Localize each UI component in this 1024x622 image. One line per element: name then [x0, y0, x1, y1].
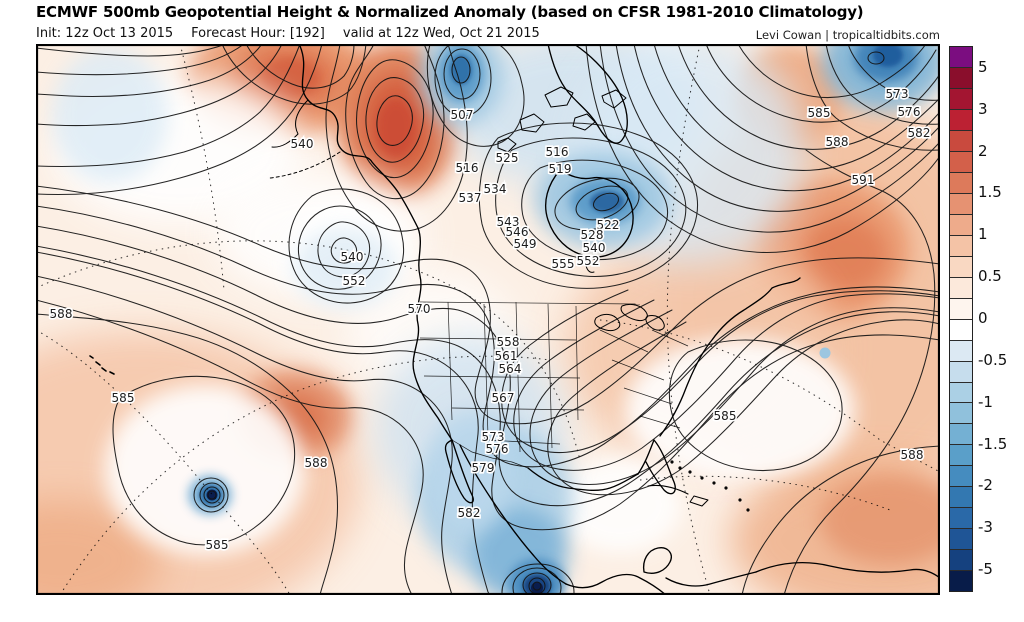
colorbar-cell	[950, 108, 972, 130]
colorbar-tick: -1	[978, 392, 993, 411]
valid-time: valid at 12z Wed, Oct 21 2015	[342, 26, 540, 41]
anomaly-colorbar	[949, 46, 973, 592]
height-contours	[36, 44, 940, 595]
colorbar-cell	[950, 213, 972, 235]
colorbar-tick: 2	[978, 141, 988, 160]
colorbar-cell	[950, 150, 972, 172]
contour-label: 573	[482, 430, 505, 444]
colorbar-tick: 0	[978, 309, 988, 327]
colorbar-tick: 5	[978, 57, 988, 76]
contour-label: 549	[514, 237, 537, 251]
colorbar-tick: -3	[978, 518, 993, 537]
state-borders	[419, 301, 689, 469]
contour-label: 579	[472, 461, 495, 475]
contour-label: 540	[583, 241, 606, 255]
weather-map: 540 507 516 519 525 516 534 537 543 546 549 522 528 5…	[36, 44, 940, 595]
colorbar-cell	[950, 255, 972, 277]
colorbar-tick: 3	[978, 99, 988, 118]
contour-label: 582	[908, 126, 931, 140]
colorbar-tick: -2	[978, 476, 993, 495]
contour-label: 585	[808, 106, 831, 120]
colorbar-cell	[950, 402, 972, 424]
contour-label: 552	[577, 254, 600, 268]
colorbar-tick: -1.5	[978, 434, 1008, 453]
contour-label: 588	[305, 456, 328, 470]
colorbar-cell	[950, 465, 972, 487]
colorbar-cell	[950, 66, 972, 88]
contour-label: 540	[291, 137, 314, 151]
contour-label: 582	[458, 506, 481, 520]
contour-label: 555	[552, 257, 575, 271]
contour-label: 585	[206, 538, 229, 552]
run-info: Init: 12z Oct 13 2015 Forecast Hour: [192…	[36, 26, 558, 41]
colorbar-cell	[950, 234, 972, 256]
colorbar-cell	[950, 339, 972, 361]
contour-label: 534	[484, 182, 507, 196]
colorbar-tick: -5	[978, 560, 993, 579]
page-title: ECMWF 500mb Geopotential Height & Normal…	[36, 3, 864, 21]
colorbar-tick: 1	[978, 225, 988, 244]
colorbar-cell	[950, 192, 972, 214]
colorbar-tick: -0.5	[978, 350, 1008, 369]
contour-label: 516	[546, 145, 569, 159]
colorbar-cell	[950, 570, 972, 592]
contour-label: 564	[499, 362, 522, 376]
contour-label: 585	[714, 409, 737, 423]
coastlines	[89, 44, 940, 595]
contour-label: 588	[826, 135, 849, 149]
contour-label: 585	[112, 391, 135, 405]
colorbar-cell	[950, 549, 972, 571]
contour-labels: 5405075165195255165345375435465495225285…	[48, 85, 932, 553]
colorbar-cell	[950, 87, 972, 109]
contour-label: 528	[581, 228, 604, 242]
contour-label: 591	[852, 173, 875, 187]
contour-label: 570	[408, 302, 431, 316]
colorbar-cell	[950, 318, 972, 340]
weather-map-canvas: 5405075165195255165345375435465495225285…	[36, 44, 940, 595]
colorbar-cell	[950, 171, 972, 193]
colorbar-cell	[950, 444, 972, 466]
contour-label: 540	[341, 250, 364, 264]
contour-label: 576	[486, 442, 509, 456]
colorbar-cell	[950, 47, 972, 67]
contour-label: 588	[901, 448, 924, 462]
colorbar-cell	[950, 381, 972, 403]
colorbar-cell	[950, 297, 972, 319]
contour-label: 522	[597, 218, 620, 232]
colorbar-cell	[950, 360, 972, 382]
contour-label: 546	[506, 225, 529, 239]
colorbar-cell	[950, 507, 972, 529]
graticule-lines	[36, 44, 940, 595]
contour-label: 525	[496, 151, 519, 165]
colorbar-cell	[950, 528, 972, 550]
contour-label: 552	[343, 274, 366, 288]
colorbar-cell	[950, 486, 972, 508]
contour-label: 576	[898, 105, 921, 119]
colorbar-tick: 1.5	[978, 183, 1002, 202]
contour-label: 543	[497, 215, 520, 229]
contour-label: 573	[886, 87, 909, 101]
contour-label: 537	[459, 191, 482, 205]
contour-label: 558	[497, 335, 520, 349]
contour-label: 567	[492, 391, 515, 405]
map-border	[36, 44, 940, 595]
colorbar-cell	[950, 129, 972, 151]
contour-label: 516	[456, 161, 479, 175]
credit-watermark: Levi Cowan | tropicaltidbits.com	[755, 28, 940, 42]
colorbar-cell	[950, 423, 972, 445]
contour-label: 507	[451, 108, 474, 122]
colorbar-cell	[950, 276, 972, 298]
contour-label: 519	[549, 162, 572, 176]
colorbar-tick: 0.5	[978, 267, 1002, 286]
forecast-hour: Forecast Hour: [192]	[191, 26, 325, 41]
init-time: Init: 12z Oct 13 2015	[36, 26, 174, 41]
contour-label: 588	[50, 307, 73, 321]
contour-label: 561	[495, 349, 518, 363]
